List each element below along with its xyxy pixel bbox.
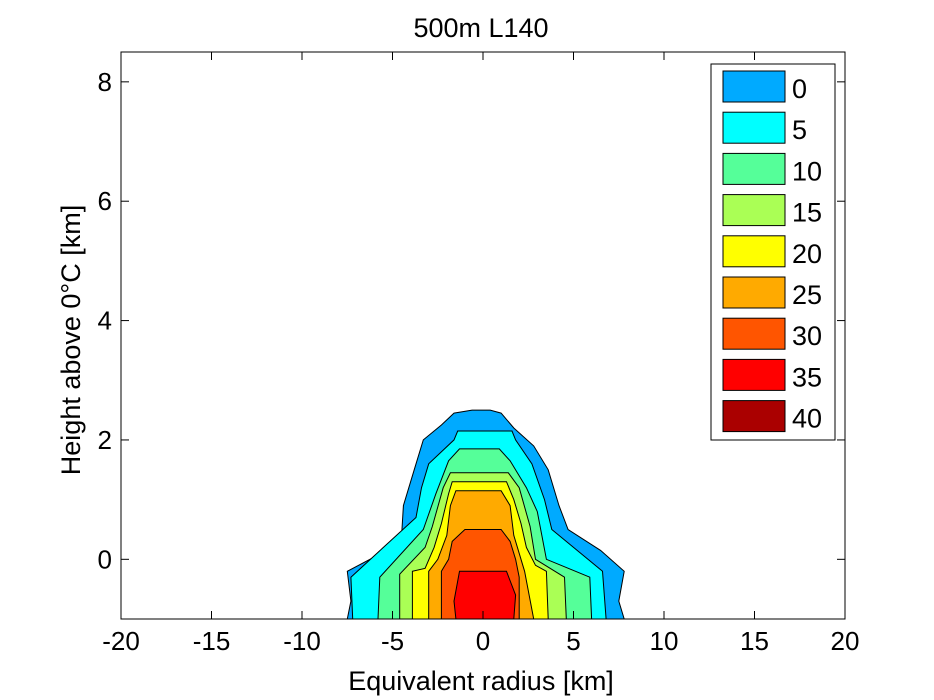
legend-swatch-20 (722, 235, 786, 268)
legend-entries: 0 5 10 15 20 25 30 35 40 (722, 70, 822, 434)
legend-swatch-25 (722, 276, 786, 309)
legend-swatch-15 (722, 194, 786, 227)
legend-swatch-30 (722, 317, 786, 350)
y-axis-title: Height above 0°C [km] (56, 205, 86, 475)
legend-label-30: 30 (792, 321, 822, 351)
x-tick-label: -15 (193, 626, 231, 656)
legend-swatch-0 (722, 70, 786, 103)
contour-fills (346, 409, 625, 620)
legend-swatch-35 (722, 358, 786, 391)
x-tick-label: 15 (740, 626, 769, 656)
x-tick-label: 10 (650, 626, 679, 656)
legend-swatch-5 (722, 111, 786, 144)
x-tick-label: -5 (381, 626, 404, 656)
axis-ticks: -20 -15 -10 -5 0 5 10 15 20 0 2 4 6 8 (98, 52, 860, 656)
legend-label-15: 15 (792, 198, 822, 228)
legend-label-20: 20 (792, 239, 822, 269)
x-axis-title: Equivalent radius [km] (348, 666, 614, 696)
y-tick-label: 2 (98, 425, 112, 455)
legend: 0 5 10 15 20 25 30 35 40 (710, 63, 836, 441)
legend-swatch-10 (722, 152, 786, 185)
x-tick-label: 20 (831, 626, 860, 656)
chart-title: 500m L140 (413, 13, 548, 43)
legend-label-10: 10 (792, 156, 822, 186)
legend-label-35: 35 (792, 362, 822, 392)
y-tick-label: 4 (98, 306, 112, 336)
legend-label-0: 0 (792, 74, 807, 104)
legend-label-40: 40 (792, 404, 822, 434)
x-tick-label: -20 (102, 626, 140, 656)
legend-label-25: 25 (792, 280, 822, 310)
y-tick-label: 0 (98, 544, 112, 574)
x-tick-label: 0 (476, 626, 490, 656)
x-tick-label: 5 (566, 626, 580, 656)
y-tick-label: 6 (98, 186, 112, 216)
y-tick-label: 8 (98, 67, 112, 97)
x-tick-label: -10 (283, 626, 321, 656)
legend-swatch-40 (722, 400, 786, 433)
contour-level-35 (453, 570, 517, 620)
legend-label-5: 5 (792, 115, 807, 145)
